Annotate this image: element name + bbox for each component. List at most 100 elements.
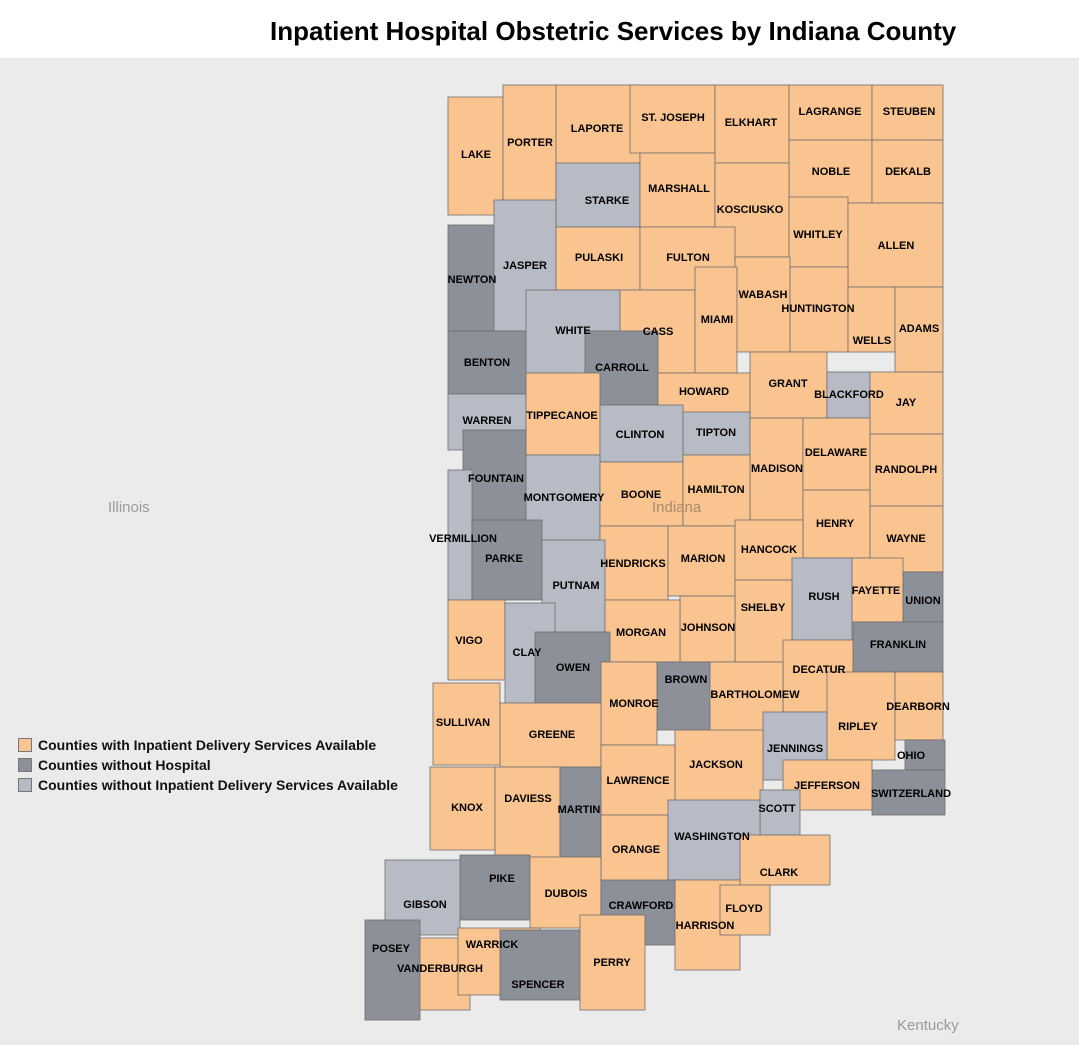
county-label-orange: ORANGE — [612, 844, 660, 856]
county-porter[interactable] — [502, 84, 557, 213]
county-label-spencer: SPENCER — [511, 979, 564, 991]
legend-swatch — [18, 778, 32, 792]
county-parke[interactable] — [471, 519, 543, 601]
county-label-steuben: STEUBEN — [883, 106, 936, 118]
county-allen[interactable] — [847, 202, 944, 288]
county-carroll[interactable] — [584, 330, 659, 406]
county-boone[interactable] — [599, 461, 684, 527]
county-label-jennings: JENNINGS — [767, 743, 823, 755]
county-tippecanoe[interactable] — [525, 372, 601, 456]
county-st-joseph[interactable] — [629, 84, 716, 154]
county-spencer[interactable] — [499, 929, 581, 1001]
county-label-henry: HENRY — [816, 518, 855, 530]
county-franklin[interactable] — [852, 621, 944, 673]
county-label-fayette: FAYETTE — [852, 585, 901, 597]
region-label-illinois: Illinois — [108, 499, 150, 516]
county-label-fulton: FULTON — [666, 252, 710, 264]
county-starke[interactable] — [555, 162, 641, 228]
county-miami[interactable] — [694, 266, 738, 374]
county-label-newton: NEWTON — [448, 274, 497, 286]
county-hendricks[interactable] — [599, 525, 669, 601]
county-clark[interactable] — [739, 834, 831, 886]
county-greene[interactable] — [499, 702, 602, 768]
county-label-pulaski: PULASKI — [575, 252, 623, 264]
county-label-dearborn: DEARBORN — [886, 701, 950, 713]
county-blackford[interactable] — [826, 371, 871, 419]
county-hamilton[interactable] — [682, 454, 751, 527]
county-orange[interactable] — [600, 814, 669, 886]
county-henry[interactable] — [802, 489, 871, 559]
county-label-noble: NOBLE — [812, 166, 851, 178]
county-label-jackson: JACKSON — [689, 759, 743, 771]
county-monroe[interactable] — [600, 661, 658, 746]
county-huntington[interactable] — [789, 266, 849, 353]
county-shelby[interactable] — [734, 579, 793, 663]
county-morgan[interactable] — [604, 599, 681, 663]
county-knox[interactable] — [429, 766, 496, 851]
county-fountain[interactable] — [462, 429, 527, 521]
county-label-blackford: BLACKFORD — [814, 389, 884, 401]
county-jackson[interactable] — [674, 729, 764, 806]
county-vermillion[interactable] — [447, 469, 473, 601]
county-label-howard: HOWARD — [679, 386, 729, 398]
county-ripley[interactable] — [826, 671, 896, 761]
county-floyd[interactable] — [719, 884, 771, 936]
county-label-owen: OWEN — [556, 662, 590, 674]
county-label-whitley: WHITLEY — [793, 229, 843, 241]
county-pike[interactable] — [459, 854, 531, 921]
county-fayette[interactable] — [851, 557, 904, 623]
county-brown[interactable] — [656, 661, 711, 731]
county-label-vigo: VIGO — [455, 635, 483, 647]
county-daviess[interactable] — [494, 766, 561, 861]
county-label-hancock: HANCOCK — [741, 544, 797, 556]
county-randolph[interactable] — [869, 433, 944, 507]
legend-swatch — [18, 738, 32, 752]
county-lake[interactable] — [447, 96, 504, 216]
county-steuben[interactable] — [871, 84, 944, 141]
county-tipton[interactable] — [682, 411, 751, 456]
county-label-clinton: CLINTON — [616, 429, 665, 441]
legend-swatch — [18, 758, 32, 772]
county-label-vermillion: VERMILLION — [429, 533, 497, 545]
county-lawrence[interactable] — [600, 744, 676, 816]
county-label-marshall: MARSHALL — [648, 183, 710, 195]
county-dekalb[interactable] — [871, 139, 944, 204]
county-dearborn[interactable] — [894, 671, 944, 741]
legend-item-available[interactable]: Counties with Inpatient Delivery Service… — [18, 735, 398, 755]
county-label-ohio: OHIO — [897, 750, 926, 762]
county-label-cass: CASS — [643, 326, 674, 338]
county-scott[interactable] — [759, 789, 801, 836]
county-label-perry: PERRY — [593, 957, 631, 969]
county-label-miami: MIAMI — [701, 314, 733, 326]
legend-label: Counties without Hospital — [38, 757, 211, 773]
county-delaware[interactable] — [802, 417, 871, 491]
county-clinton[interactable] — [599, 404, 684, 463]
county-vigo[interactable] — [447, 599, 506, 681]
legend-label: Counties with Inpatient Delivery Service… — [38, 737, 377, 753]
county-label-rush: RUSH — [808, 591, 839, 603]
legend-item-no-hospital[interactable]: Counties without Hospital — [18, 755, 398, 775]
county-pulaski[interactable] — [555, 226, 641, 291]
county-label-benton: BENTON — [464, 357, 510, 369]
county-sullivan[interactable] — [432, 682, 501, 766]
county-grant[interactable] — [749, 351, 828, 419]
county-label-fountain: FOUNTAIN — [468, 473, 524, 485]
county-adams[interactable] — [894, 286, 944, 373]
county-label-floyd: FLOYD — [725, 903, 762, 915]
county-label-putnam: PUTNAM — [552, 580, 599, 592]
legend-item-not-available[interactable]: Counties without Inpatient Delivery Serv… — [18, 775, 398, 795]
county-benton[interactable] — [447, 330, 527, 395]
county-noble[interactable] — [788, 139, 873, 204]
county-label-warrick: WARRICK — [466, 939, 519, 951]
legend-label: Counties without Inpatient Delivery Serv… — [38, 777, 398, 793]
county-label-greene: GREENE — [529, 729, 575, 741]
county-label-union: UNION — [905, 595, 941, 607]
county-label-randolph: RANDOLPH — [875, 464, 937, 476]
county-perry[interactable] — [579, 914, 646, 1011]
county-jay[interactable] — [869, 371, 944, 435]
county-owen[interactable] — [534, 631, 611, 704]
county-label-dubois: DUBOIS — [545, 888, 588, 900]
county-label-wayne: WAYNE — [886, 533, 925, 545]
county-label-adams: ADAMS — [899, 323, 939, 335]
